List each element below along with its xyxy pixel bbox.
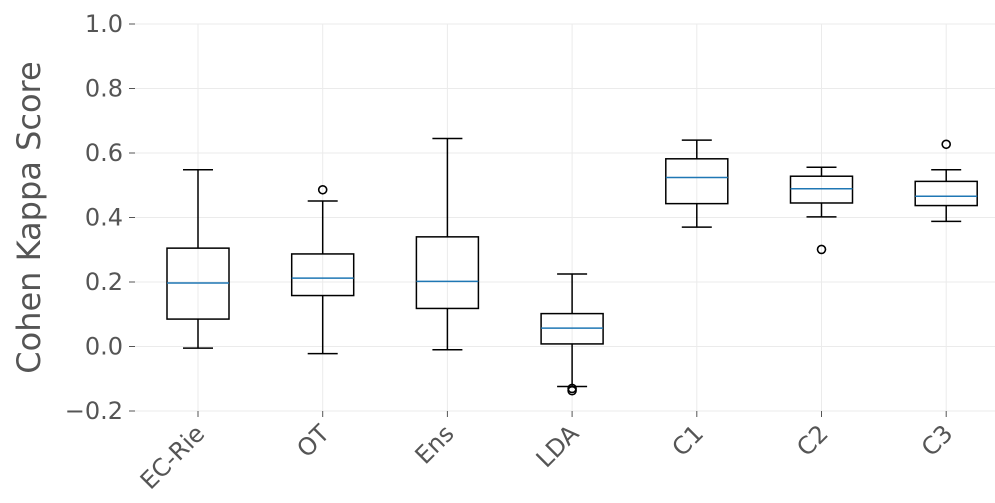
y-tick-label: 1.0 — [85, 10, 123, 38]
x-tick-label: C1 — [667, 419, 709, 461]
x-tick-label: EC-Rie — [135, 419, 210, 494]
iqr-box — [415, 236, 480, 310]
outlier-point — [941, 139, 952, 150]
x-tick-label: OT — [291, 419, 335, 463]
iqr-box — [914, 180, 978, 207]
box-c3 — [914, 139, 978, 223]
outlier-point — [816, 244, 827, 255]
box-c1 — [665, 139, 729, 228]
y-tick-label: 0.0 — [85, 333, 123, 361]
box-ens — [415, 137, 480, 351]
grid-layer — [135, 23, 995, 412]
y-tick-label: 0.4 — [85, 204, 123, 232]
y-tick-label: 0.6 — [85, 139, 123, 167]
y-axis-label: Cohen Kappa Score — [10, 61, 48, 373]
iqr-box — [665, 158, 729, 205]
y-tick-label: 0.8 — [85, 75, 123, 103]
boxes — [166, 137, 978, 396]
box-ec-rie — [166, 169, 230, 349]
x-tick-label: Ens — [410, 419, 460, 469]
box-lda — [540, 273, 604, 396]
outlier-point — [317, 184, 328, 195]
y-tick-label: −0.2 — [65, 397, 123, 425]
y-axis: −0.2 0.0 0.2 0.4 0.6 0.8 1.0 — [65, 10, 135, 425]
x-tick-label: C2 — [791, 419, 833, 461]
iqr-box — [290, 253, 355, 297]
y-tick-label: 0.2 — [85, 268, 123, 296]
x-tick-label: C3 — [916, 419, 958, 461]
x-tick-label: LDA — [531, 419, 585, 473]
box-ot — [290, 184, 355, 355]
iqr-box — [789, 175, 854, 204]
x-axis: EC-Rie OT Ens LDA C1 C2 C3 — [135, 411, 958, 495]
outlier-point — [567, 385, 577, 396]
box-c2 — [789, 166, 854, 255]
